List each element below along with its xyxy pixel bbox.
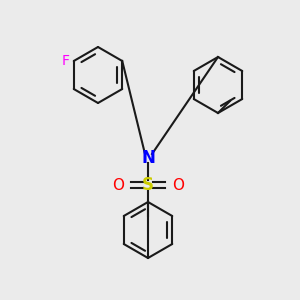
Text: N: N (141, 149, 155, 167)
Text: F: F (62, 54, 70, 68)
Text: S: S (142, 176, 154, 194)
Text: O: O (112, 178, 124, 193)
Text: O: O (172, 178, 184, 193)
